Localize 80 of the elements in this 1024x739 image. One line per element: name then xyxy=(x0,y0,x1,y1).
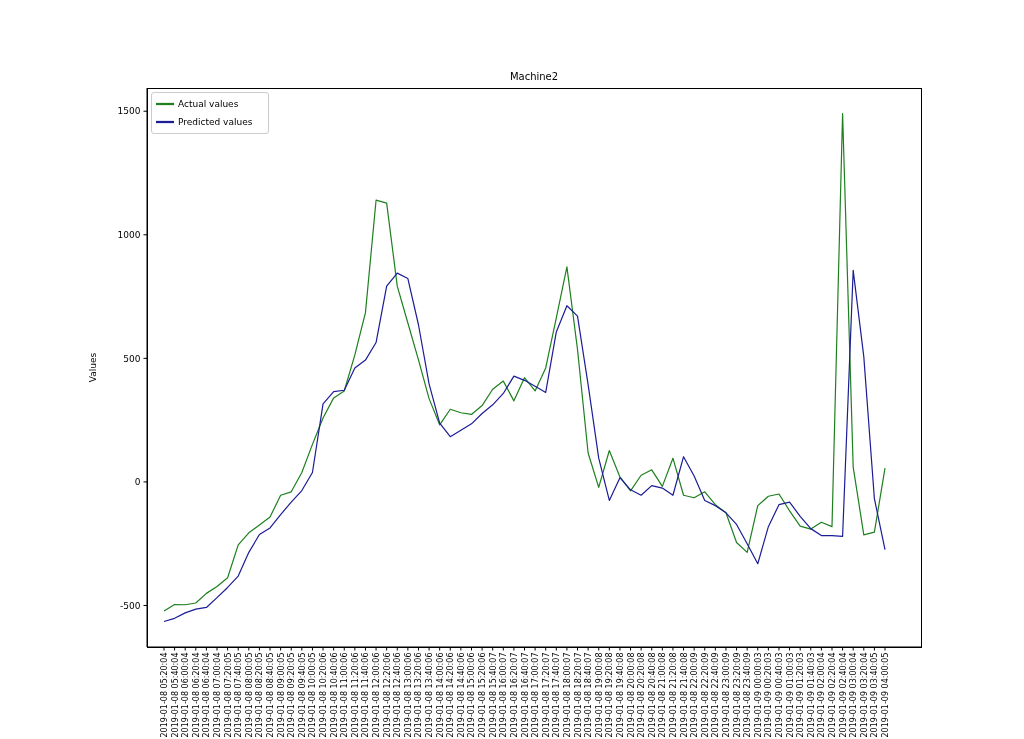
x-tick-label: 2019-01-08 09:20:05 xyxy=(286,652,296,738)
x-tick-label: 2019-01-08 13:20:06 xyxy=(413,652,423,738)
x-tick-label: 2019-01-09 04:00:05 xyxy=(880,652,890,738)
x-tick-label: 2019-01-09 01:00:03 xyxy=(785,652,795,738)
x-tick-label: 2019-01-08 23:40:09 xyxy=(742,652,752,738)
y-tick-label: 0 xyxy=(134,477,141,488)
x-tick-label: 2019-01-08 21:00:08 xyxy=(657,652,667,738)
x-tick-label: 2019-01-08 19:20:08 xyxy=(604,652,614,738)
x-tick-label: 2019-01-08 11:00:06 xyxy=(339,652,349,738)
x-tick-label: 2019-01-08 10:00:05 xyxy=(307,652,317,738)
x-tick-label: 2019-01-08 19:00:08 xyxy=(594,652,604,738)
y-tick-label: 1000 xyxy=(117,229,141,240)
x-tick-label: 2019-01-08 16:20:07 xyxy=(509,652,519,738)
x-tick-label: 2019-01-08 10:40:06 xyxy=(329,652,339,738)
x-tick-label: 2019-01-08 23:00:09 xyxy=(721,652,731,738)
x-tick-label: 2019-01-08 14:20:06 xyxy=(445,652,455,738)
x-tick-label: 2019-01-09 02:40:04 xyxy=(838,652,848,738)
x-tick-label: 2019-01-08 06:20:04 xyxy=(191,652,201,738)
x-tick-label: 2019-01-08 22:40:09 xyxy=(710,652,720,738)
x-tick-label: 2019-01-08 12:00:06 xyxy=(371,652,381,738)
x-tick-label: 2019-01-08 07:20:05 xyxy=(223,652,233,738)
x-tick-label: 2019-01-08 20:00:08 xyxy=(626,652,636,738)
x-tick-label: 2019-01-09 02:00:04 xyxy=(816,652,826,738)
x-tick-label: 2019-01-08 20:20:08 xyxy=(636,652,646,738)
x-tick-label: 2019-01-08 11:20:06 xyxy=(350,652,360,738)
y-tick-label: 500 xyxy=(123,353,141,364)
x-tick-label: 2019-01-08 16:00:07 xyxy=(498,652,508,738)
x-tick-label: 2019-01-09 00:40:03 xyxy=(774,652,784,738)
x-tick-label: 2019-01-08 11:40:06 xyxy=(360,652,370,738)
x-tick-label: 2019-01-09 03:00:04 xyxy=(848,652,858,738)
x-tick-label: 2019-01-08 17:40:07 xyxy=(551,652,561,738)
x-tick-label: 2019-01-08 07:40:05 xyxy=(233,652,243,738)
line-series xyxy=(163,113,886,612)
legend-label: Predicted values xyxy=(178,116,253,127)
x-tick-label: 2019-01-08 13:40:06 xyxy=(424,652,434,738)
x-tick-label: 2019-01-08 19:40:08 xyxy=(615,652,625,738)
x-tick-label: 2019-01-08 21:20:08 xyxy=(668,652,678,738)
x-tick-label: 2019-01-08 10:20:06 xyxy=(318,652,328,738)
legend-label: Actual values xyxy=(178,98,239,109)
x-tick-label: 2019-01-09 01:40:03 xyxy=(806,652,816,738)
x-tick-label: 2019-01-09 00:20:03 xyxy=(763,652,773,738)
x-tick-label: 2019-01-09 03:20:04 xyxy=(859,652,869,738)
x-tick-label: 2019-01-08 18:40:07 xyxy=(583,652,593,738)
line-series xyxy=(163,269,886,623)
x-tick-label: 2019-01-08 18:00:07 xyxy=(562,652,572,738)
x-tick-label: 2019-01-08 14:40:06 xyxy=(456,652,466,738)
x-tick-label: 2019-01-08 06:40:04 xyxy=(201,652,211,738)
x-tick-label: 2019-01-08 09:00:05 xyxy=(276,652,286,738)
x-tick-label: 2019-01-08 22:00:09 xyxy=(689,652,699,738)
y-axis-title: Values xyxy=(88,352,98,383)
x-tick-label: 2019-01-08 14:00:06 xyxy=(435,652,445,738)
x-tick-label: 2019-01-08 08:40:05 xyxy=(265,652,275,738)
x-tick-label: 2019-01-08 22:20:09 xyxy=(700,652,710,738)
x-tick-label: 2019-01-08 13:00:06 xyxy=(403,652,413,738)
x-tick-label: 2019-01-08 20:40:08 xyxy=(647,652,657,738)
x-tick-label: 2019-01-08 08:20:05 xyxy=(254,652,264,738)
x-tick-label: 2019-01-09 02:20:04 xyxy=(827,652,837,738)
chart-title: Machine2 xyxy=(508,71,560,83)
x-tick-label: 2019-01-08 18:20:07 xyxy=(573,652,583,738)
x-tick-label: 2019-01-08 15:00:06 xyxy=(466,652,476,738)
x-tick-label: 2019-01-08 08:00:05 xyxy=(244,652,254,738)
x-tick-label: 2019-01-08 17:20:07 xyxy=(541,652,551,738)
x-tick-label: 2019-01-08 05:20:04 xyxy=(159,652,169,738)
x-tick-label: 2019-01-08 23:20:09 xyxy=(732,652,742,738)
x-tick-label: 2019-01-08 15:20:06 xyxy=(477,652,487,738)
y-tick-label: 1500 xyxy=(117,106,141,117)
y-tick-label: -500 xyxy=(120,600,141,611)
x-tick-label: 2019-01-08 07:00:04 xyxy=(212,652,222,738)
x-tick-label: 2019-01-08 12:20:06 xyxy=(382,652,392,738)
x-tick-label: 2019-01-08 09:40:05 xyxy=(297,652,307,738)
x-tick-label: 2019-01-08 12:40:06 xyxy=(392,652,402,738)
x-tick-label: 2019-01-08 17:00:07 xyxy=(530,652,540,738)
x-tick-label: 2019-01-09 03:40:05 xyxy=(869,652,879,738)
x-tick-label: 2019-01-08 15:40:07 xyxy=(488,652,498,738)
x-tick-label: 2019-01-08 06:00:04 xyxy=(180,652,190,738)
x-tick-label: 2019-01-09 00:00:03 xyxy=(753,652,763,738)
x-tick-label: 2019-01-08 21:40:08 xyxy=(679,652,689,738)
x-tick-label: 2019-01-08 16:40:07 xyxy=(520,652,529,738)
x-tick-label: 2019-01-08 05:40:04 xyxy=(170,652,180,738)
x-tick-label: 2019-01-09 01:20:03 xyxy=(795,652,805,738)
